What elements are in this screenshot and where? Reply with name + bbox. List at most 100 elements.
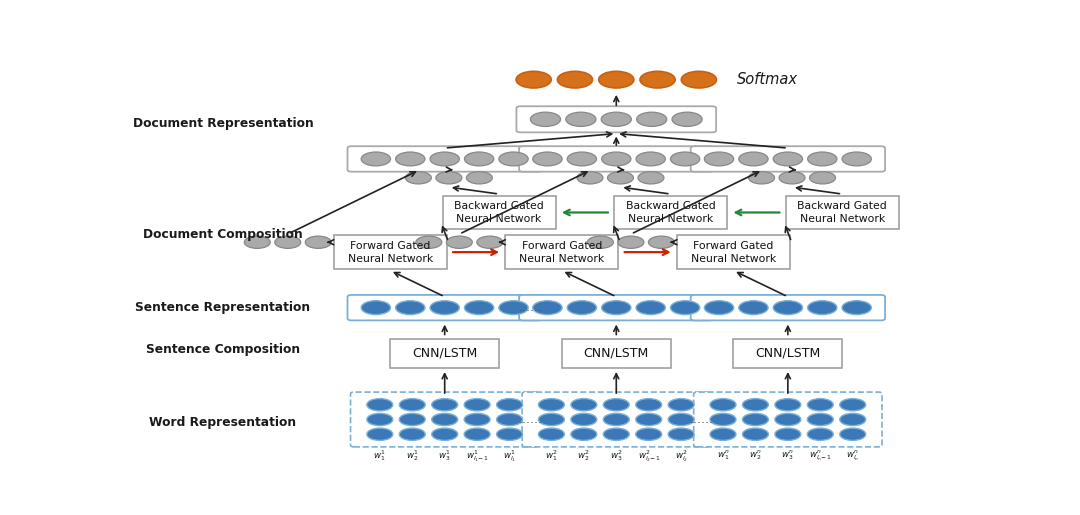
FancyBboxPatch shape: [334, 235, 447, 269]
FancyBboxPatch shape: [562, 339, 671, 368]
Circle shape: [400, 414, 426, 425]
FancyBboxPatch shape: [786, 196, 899, 229]
Circle shape: [244, 236, 270, 248]
Circle shape: [638, 171, 664, 184]
Text: $w_1^n$: $w_1^n$: [716, 449, 729, 462]
Circle shape: [566, 112, 596, 127]
Text: $w_3^n$: $w_3^n$: [782, 449, 794, 462]
Circle shape: [367, 428, 393, 440]
Text: $w_2^1$: $w_2^1$: [406, 449, 419, 464]
Circle shape: [636, 301, 665, 315]
Circle shape: [539, 428, 565, 440]
Text: Forward Gated
Neural Network: Forward Gated Neural Network: [691, 241, 777, 264]
Circle shape: [636, 399, 662, 411]
Circle shape: [602, 152, 631, 166]
Circle shape: [395, 152, 424, 166]
Circle shape: [367, 399, 393, 411]
Circle shape: [742, 414, 768, 425]
Text: $w_{l_1\!-\!1}^1$: $w_{l_1\!-\!1}^1$: [465, 449, 488, 465]
Circle shape: [602, 112, 632, 127]
Circle shape: [840, 414, 866, 425]
Circle shape: [636, 152, 665, 166]
Circle shape: [430, 301, 459, 315]
Text: $w_1^1$: $w_1^1$: [374, 449, 387, 464]
Text: $w_{l_2}^2$: $w_{l_2}^2$: [675, 449, 688, 465]
Circle shape: [446, 236, 472, 248]
Circle shape: [532, 152, 562, 166]
Circle shape: [395, 301, 424, 315]
Circle shape: [808, 428, 834, 440]
Circle shape: [842, 152, 872, 166]
FancyBboxPatch shape: [522, 392, 711, 447]
Circle shape: [588, 236, 613, 248]
Text: Word Representation: Word Representation: [149, 416, 296, 429]
Text: ......: ......: [518, 301, 542, 314]
Circle shape: [464, 428, 490, 440]
Text: ......: ......: [518, 413, 542, 426]
Text: $w_1^2$: $w_1^2$: [545, 449, 557, 464]
Circle shape: [739, 301, 768, 315]
Circle shape: [577, 171, 603, 184]
Circle shape: [840, 428, 866, 440]
FancyBboxPatch shape: [677, 235, 789, 269]
FancyBboxPatch shape: [519, 295, 714, 320]
Circle shape: [497, 414, 523, 425]
Text: $w_{l_1}^1$: $w_{l_1}^1$: [503, 449, 516, 465]
FancyBboxPatch shape: [348, 295, 542, 320]
Circle shape: [636, 428, 662, 440]
Circle shape: [774, 414, 801, 425]
FancyBboxPatch shape: [516, 106, 716, 132]
Circle shape: [571, 414, 597, 425]
Circle shape: [516, 71, 551, 88]
Circle shape: [567, 152, 596, 166]
FancyBboxPatch shape: [519, 146, 714, 171]
Circle shape: [774, 399, 801, 411]
Circle shape: [432, 399, 458, 411]
Circle shape: [571, 399, 597, 411]
Text: $w_{l_n}^n$: $w_{l_n}^n$: [846, 449, 860, 463]
Circle shape: [636, 112, 666, 127]
Circle shape: [430, 152, 459, 166]
Circle shape: [432, 414, 458, 425]
Circle shape: [810, 171, 836, 184]
Circle shape: [840, 399, 866, 411]
Text: Document Representation: Document Representation: [133, 117, 313, 130]
Circle shape: [405, 171, 431, 184]
Circle shape: [672, 112, 702, 127]
Text: Backward Gated
Neural Network: Backward Gated Neural Network: [455, 201, 544, 224]
Circle shape: [557, 71, 593, 88]
Text: Softmax: Softmax: [738, 72, 798, 87]
FancyBboxPatch shape: [348, 146, 542, 171]
Circle shape: [607, 171, 634, 184]
Circle shape: [530, 112, 561, 127]
Circle shape: [464, 414, 490, 425]
Circle shape: [464, 152, 494, 166]
Circle shape: [571, 428, 597, 440]
Circle shape: [704, 152, 733, 166]
FancyBboxPatch shape: [615, 196, 727, 229]
FancyBboxPatch shape: [691, 146, 885, 171]
Circle shape: [671, 152, 700, 166]
Text: $w_2^2$: $w_2^2$: [578, 449, 590, 464]
Circle shape: [640, 71, 675, 88]
Circle shape: [669, 428, 694, 440]
Circle shape: [742, 428, 768, 440]
Text: $w_2^n$: $w_2^n$: [750, 449, 761, 462]
Circle shape: [598, 71, 634, 88]
Circle shape: [367, 414, 393, 425]
Circle shape: [773, 152, 802, 166]
FancyBboxPatch shape: [390, 339, 499, 368]
Circle shape: [532, 301, 562, 315]
Circle shape: [779, 171, 805, 184]
Circle shape: [669, 399, 694, 411]
Circle shape: [432, 428, 458, 440]
Circle shape: [416, 236, 442, 248]
Circle shape: [539, 414, 565, 425]
FancyBboxPatch shape: [691, 295, 885, 320]
Circle shape: [361, 152, 391, 166]
Circle shape: [274, 236, 300, 248]
Text: $w_{l_2\!-\!1}^2$: $w_{l_2\!-\!1}^2$: [637, 449, 660, 465]
Circle shape: [464, 301, 494, 315]
Circle shape: [604, 414, 630, 425]
Circle shape: [497, 399, 523, 411]
